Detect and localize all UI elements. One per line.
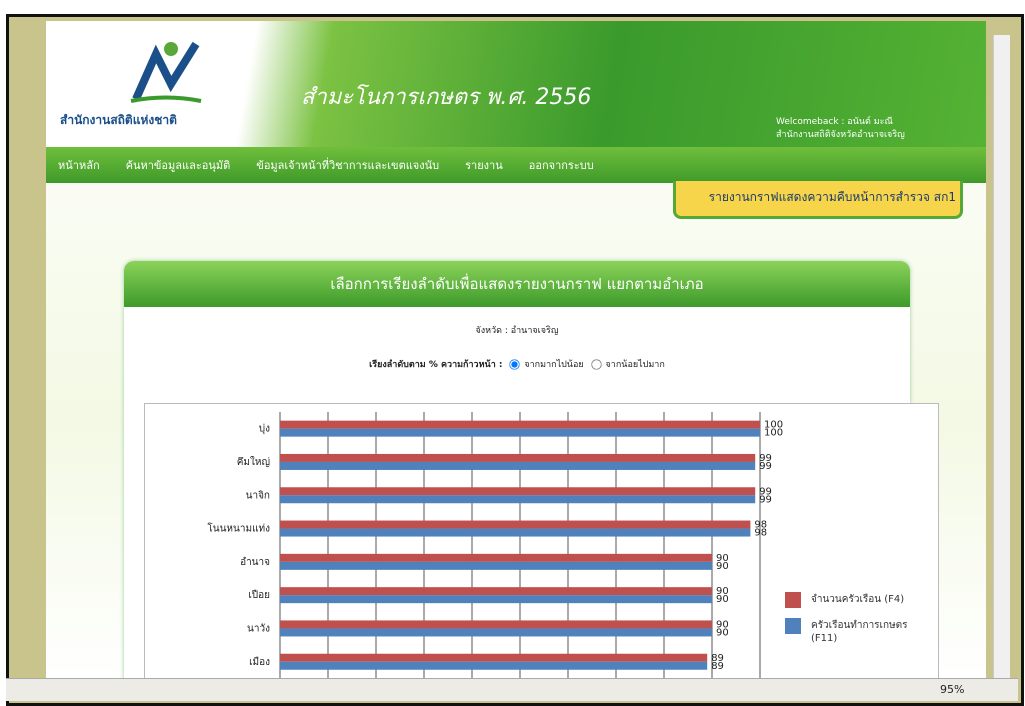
- bar: [280, 529, 750, 537]
- legend-label: ครัวเรือนทำการเกษตร (F11): [811, 618, 925, 644]
- report-tab[interactable]: รายงานกราฟแสดงความคืบหน้าการสำรวจ สก1: [673, 181, 963, 219]
- nav-item[interactable]: ข้อมูลเจ้าหน้าที่วิชาการและเขตแจงนับ: [256, 156, 439, 174]
- bar: [280, 487, 755, 495]
- bar: [280, 595, 712, 603]
- legend-swatch: [785, 618, 801, 634]
- header: สำนักงานสถิติแห่งชาติ สำมะโนการเกษตร พ.ศ…: [46, 21, 986, 147]
- bar: [280, 628, 712, 636]
- bar: [280, 454, 755, 462]
- bar: [280, 562, 712, 570]
- data-label: 90: [716, 627, 729, 638]
- sort-row: เรียงลำดับตาม % ความก้าวหน้า : จากมากไปน…: [124, 357, 910, 371]
- nav-item[interactable]: หน้าหลัก: [58, 156, 100, 174]
- radio[interactable]: [591, 359, 601, 369]
- data-label: 99: [759, 461, 772, 472]
- panel: เลือกการเรียงลำดับเพื่อแสดงรายงานกราฟ แย…: [124, 261, 910, 685]
- logo-text: สำนักงานสถิติแห่งชาติ: [60, 111, 177, 130]
- bar: [280, 521, 750, 529]
- data-label: 90: [716, 561, 729, 572]
- bar: [280, 587, 712, 595]
- y-tick-label: คึมใหญ่: [237, 456, 270, 468]
- y-tick-label: บุ่ง: [259, 424, 270, 435]
- bar: [280, 662, 707, 670]
- y-tick-label: นาวัง: [247, 623, 270, 634]
- y-tick-label: โนนหนามแท่ง: [207, 522, 270, 535]
- panel-title: เลือกการเรียงลำดับเพื่อแสดงรายงานกราฟ แย…: [124, 261, 910, 307]
- bar: [280, 554, 712, 562]
- web-page: สำนักงานสถิติแห่งชาติ สำมะโนการเกษตร พ.ศ…: [46, 21, 986, 685]
- scrollbar[interactable]: [993, 35, 1010, 693]
- y-tick-label: อำนาจ: [240, 557, 270, 568]
- legend-label: จำนวนครัวเรือน (F4): [811, 592, 904, 607]
- bar: [280, 462, 755, 470]
- sort-option[interactable]: จากน้อยไปมาก: [606, 360, 665, 370]
- data-label: 98: [754, 528, 767, 539]
- sort-label: เรียงลำดับตาม % ความก้าวหน้า :: [369, 360, 502, 370]
- province-label: จังหวัด : อำนาจเจริญ: [124, 323, 910, 337]
- data-label: 100: [764, 428, 783, 439]
- bar: [280, 620, 712, 628]
- radio[interactable]: [510, 359, 520, 369]
- y-tick-label: นาจิก: [246, 490, 270, 501]
- nav-item[interactable]: ค้นหาข้อมูลและอนุมัติ: [126, 156, 231, 174]
- zoom-level[interactable]: 95%: [940, 683, 964, 696]
- screen: {"header":{"logo_text":"สำนักงานสถิติแห่…: [0, 0, 1025, 706]
- data-label: 90: [716, 594, 729, 605]
- sort-option[interactable]: จากมากไปน้อย: [524, 360, 583, 370]
- bar: [280, 429, 760, 437]
- y-tick-label: เมือง: [249, 656, 270, 668]
- bar: [280, 654, 707, 662]
- bar: [280, 421, 760, 429]
- data-label: 99: [759, 494, 772, 505]
- nav-bar: หน้าหลัก ค้นหาข้อมูลและอนุมัติ ข้อมูลเจ้าห…: [46, 147, 986, 183]
- nav-item[interactable]: ออกจากระบบ: [529, 156, 594, 174]
- legend-item: จำนวนครัวเรือน (F4): [785, 592, 925, 608]
- site-title: สำมะโนการเกษตร พ.ศ. 2556: [301, 79, 591, 114]
- legend-swatch: [785, 592, 801, 608]
- legend-item: ครัวเรือนทำการเกษตร (F11): [785, 618, 925, 644]
- welcome-text: Welcomeback : อนันต์ มะณี: [776, 114, 893, 128]
- y-tick-label: เปือย: [248, 589, 270, 601]
- nav-item[interactable]: รายงาน: [465, 156, 503, 174]
- bar: [280, 495, 755, 503]
- office-text: สำนักงานสถิติจังหวัดอำนาจเจริญ: [776, 127, 905, 141]
- logo: [126, 39, 206, 109]
- browser-window: สำนักงานสถิติแห่งชาติ สำมะโนการเกษตร พ.ศ…: [6, 14, 1024, 706]
- status-bar: [6, 678, 1018, 701]
- data-label: 89: [711, 661, 724, 672]
